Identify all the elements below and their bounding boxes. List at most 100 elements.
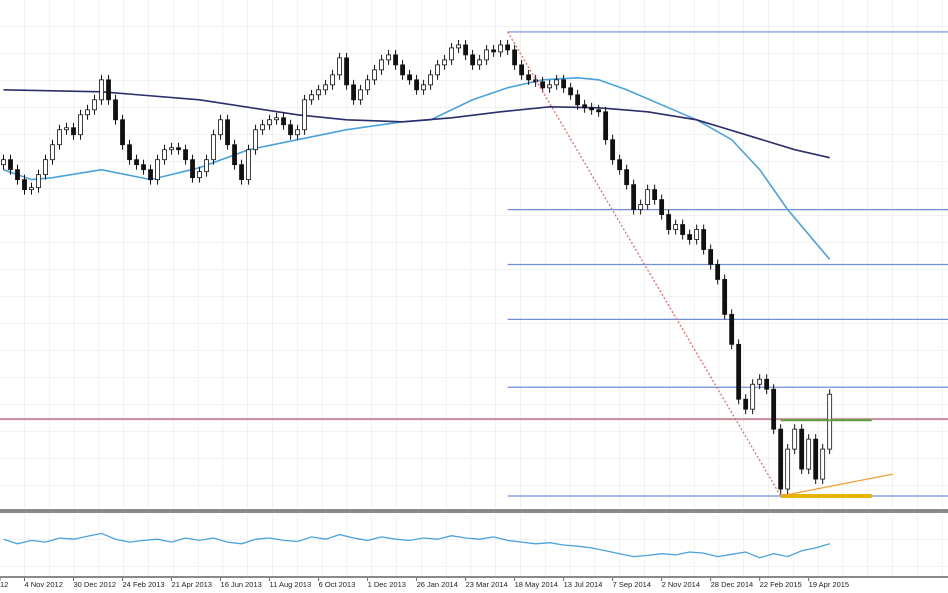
candle-body <box>134 159 139 166</box>
candle-body <box>8 159 13 171</box>
candle-body <box>631 184 637 210</box>
candle-body <box>757 378 763 385</box>
candle-body <box>449 47 454 61</box>
candle-body <box>197 171 202 179</box>
candle-body <box>246 149 251 181</box>
candle-body <box>337 57 342 76</box>
candle-body <box>239 164 244 181</box>
drawn-segment <box>507 31 782 497</box>
candle-body <box>456 44 461 49</box>
candle-body <box>78 114 83 136</box>
axis-separator <box>0 576 948 578</box>
candle-body <box>736 343 742 400</box>
candle-body <box>365 79 370 91</box>
candle-body <box>645 189 651 205</box>
candle-body <box>22 179 27 191</box>
candle-body <box>274 117 279 121</box>
candle-body <box>253 129 258 151</box>
candle-body <box>715 264 721 280</box>
plot: 12 4 Nov 2012 30 Dec 2012 24 Feb 2013 21 Apr… <box>0 31 948 589</box>
candle-body <box>610 139 616 161</box>
candle-body <box>232 144 237 166</box>
x-tick-label: 12 <box>0 580 8 589</box>
candle-body <box>687 234 693 240</box>
candle-body <box>127 144 132 161</box>
candle-body <box>351 84 356 101</box>
candle-body <box>183 149 188 161</box>
candle-body <box>673 224 679 230</box>
x-tick-label: 13 Jul 2014 <box>564 580 603 589</box>
candle-body <box>596 109 602 113</box>
candle-body <box>561 79 567 89</box>
x-tick-label: 6 Oct 2013 <box>319 580 356 589</box>
candle-body <box>344 57 349 86</box>
x-tick-label: 23 Mar 2014 <box>466 580 508 589</box>
candle-body <box>491 49 497 53</box>
candle-body <box>792 428 798 450</box>
candle-body <box>568 87 574 96</box>
candle-body <box>533 79 539 83</box>
drawn-segment <box>780 473 893 497</box>
candle-body <box>1 159 6 166</box>
candle-body <box>50 144 55 161</box>
x-tick-label: 28 Dec 2014 <box>711 580 754 589</box>
indicator-line <box>3 532 830 559</box>
x-tick-label: 19 Apr 2015 <box>809 580 849 589</box>
candle-body <box>190 159 195 179</box>
x-tick-label: 21 Apr 2013 <box>172 580 212 589</box>
candle-body <box>155 159 160 181</box>
candle-body <box>512 49 518 66</box>
candle-body <box>743 398 749 410</box>
candle-body <box>428 74 433 86</box>
x-tick-label: 30 Dec 2012 <box>74 580 117 589</box>
candle-body <box>498 44 504 53</box>
candle-body <box>666 214 672 230</box>
candle-body <box>330 74 335 86</box>
candle-body <box>113 99 118 121</box>
indicator-panel <box>0 514 948 576</box>
candle-body <box>71 127 76 136</box>
candle-body <box>393 54 398 66</box>
x-tick-label: 26 Jan 2014 <box>417 580 458 589</box>
candle-body <box>701 229 707 250</box>
candle-body <box>526 74 532 81</box>
candle-body <box>99 79 104 101</box>
candle-body <box>477 59 483 66</box>
candle-body <box>92 99 97 111</box>
x-tick-label: 24 Feb 2013 <box>123 580 165 589</box>
candle-body <box>29 187 34 191</box>
candle-body <box>799 428 805 470</box>
candle-body <box>141 164 146 171</box>
candle-body <box>785 448 791 490</box>
candle-body <box>813 438 819 480</box>
candle-body <box>323 84 328 91</box>
candle-body <box>169 147 174 151</box>
candle-body <box>750 383 756 410</box>
main-panel <box>0 0 948 509</box>
candle-body <box>554 79 560 86</box>
candle-body <box>295 129 300 136</box>
panel-separator <box>0 509 948 513</box>
x-tick-label: 22 Feb 2015 <box>760 580 802 589</box>
candle-body <box>302 99 307 131</box>
candle-body <box>421 84 426 91</box>
candle-body <box>15 169 20 181</box>
candle-body <box>547 84 553 89</box>
candle-body <box>148 169 153 181</box>
candle-body <box>820 448 826 480</box>
candle-body <box>267 119 272 126</box>
candle-body <box>442 59 447 66</box>
candle-body <box>540 81 546 89</box>
candle-body <box>659 199 665 215</box>
moving-average <box>3 89 830 159</box>
candle-body <box>57 129 62 146</box>
candle-body <box>624 169 630 186</box>
candle-body <box>652 189 658 201</box>
x-tick-label: 4 Nov 2012 <box>25 580 63 589</box>
candle-body <box>603 111 609 141</box>
candle-body <box>372 69 377 81</box>
candle-body <box>463 44 468 56</box>
candle-body <box>680 224 686 235</box>
x-tick-label: 11 Aug 2013 <box>270 580 312 589</box>
